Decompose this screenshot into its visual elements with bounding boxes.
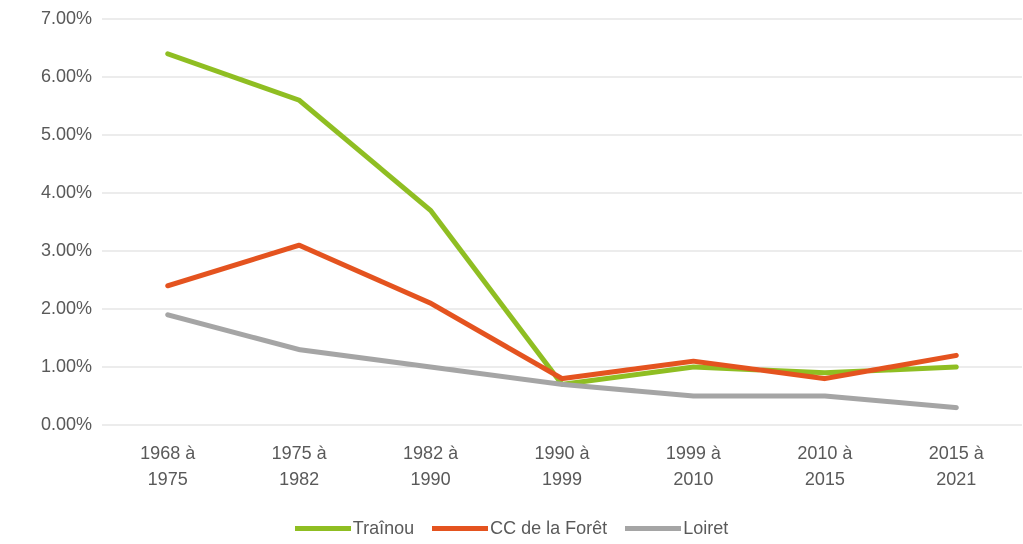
- series-line: [165, 312, 959, 411]
- y-tick-label: 7.00%: [41, 8, 92, 28]
- legend-swatch: [625, 526, 682, 531]
- y-tick-label: 0.00%: [41, 414, 92, 434]
- y-tick-label: 4.00%: [41, 182, 92, 202]
- legend-swatch: [432, 526, 489, 531]
- legend-label: Traînou: [352, 518, 415, 538]
- y-tick-label: 6.00%: [41, 66, 92, 86]
- series-line: [165, 242, 959, 382]
- x-tick-label: 1982 à 1990: [403, 443, 459, 489]
- legend-swatch: [294, 526, 351, 531]
- legend: Traînou CC de la Forêt Loiret: [0, 518, 1023, 539]
- legend-label: CC de la Forêt: [490, 518, 608, 538]
- y-tick-label: 1.00%: [41, 356, 92, 376]
- y-tick-label: 3.00%: [41, 240, 92, 260]
- legend-label: Loiret: [683, 518, 729, 538]
- legend-item: CC de la Forêt: [432, 518, 607, 539]
- x-tick-label: 2010 à 2015: [797, 443, 853, 489]
- y-tick-label: 2.00%: [41, 298, 92, 318]
- y-tick-label: 5.00%: [41, 124, 92, 144]
- legend-item: Loiret: [625, 518, 728, 539]
- x-tick-label: 1990 à 1999: [534, 443, 590, 489]
- legend-item: Traînou: [294, 518, 415, 539]
- x-tick-label: 1968 à 1975: [140, 443, 196, 489]
- series-line: [165, 51, 959, 387]
- x-tick-label: 1999 à 2010: [665, 443, 721, 489]
- x-tick-label: 1975 à 1982: [271, 443, 327, 489]
- x-tick-label: 2015 à 2021: [928, 443, 984, 489]
